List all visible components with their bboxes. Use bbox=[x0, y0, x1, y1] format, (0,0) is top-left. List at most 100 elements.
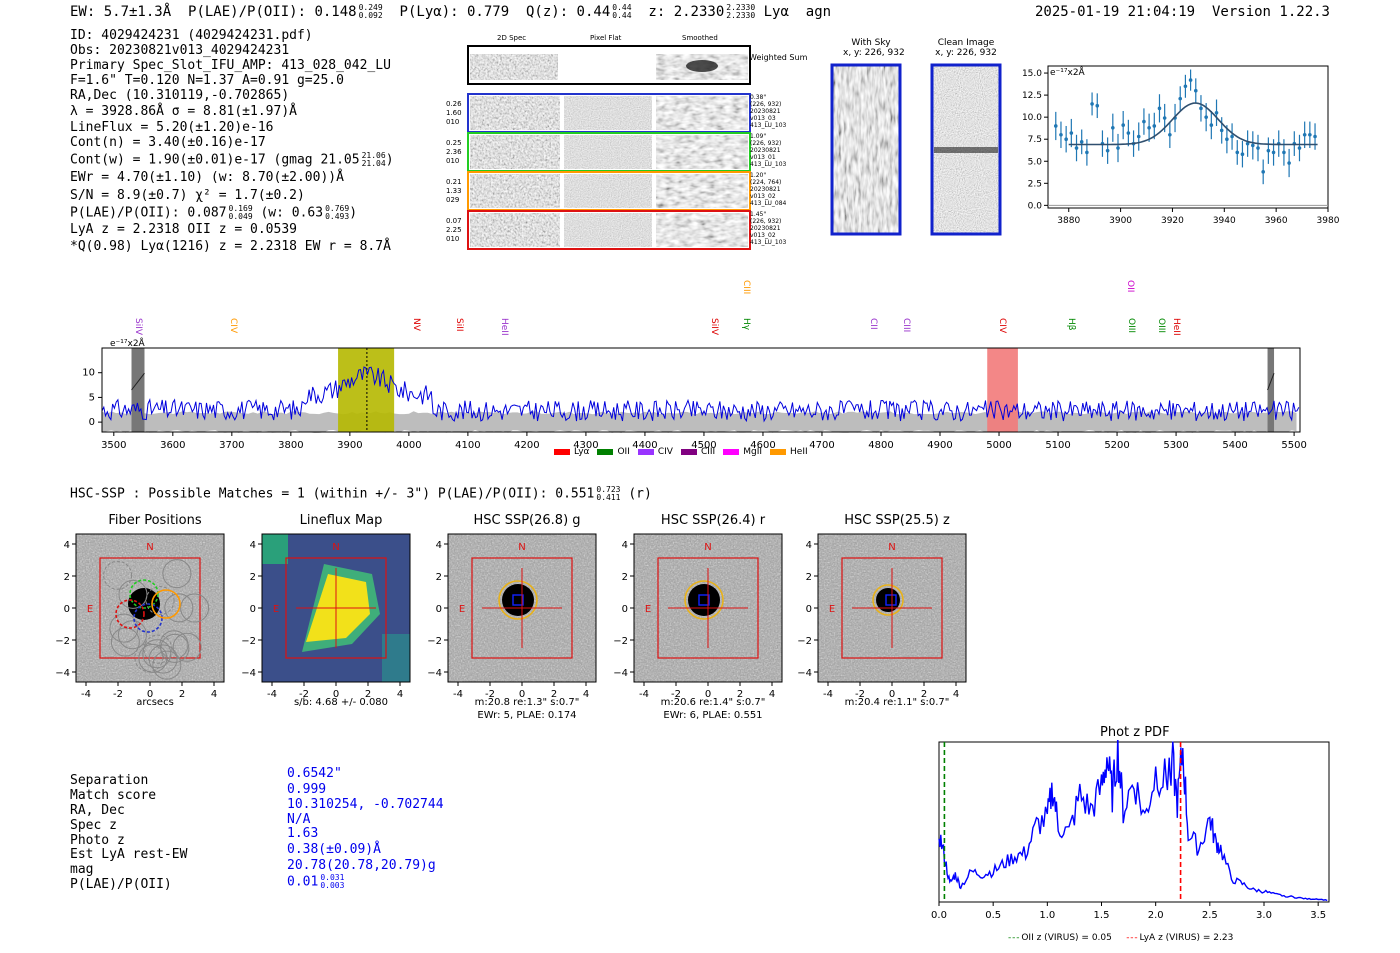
header-version: Version 1.22.3 bbox=[1211, 4, 1330, 20]
hsc-panel-1: N E -4 4 -2 2 0 0 2 −2 4 −4 bbox=[241, 533, 411, 700]
col-2d-spec: 2D Spec bbox=[497, 34, 527, 42]
full-xtick-label: 3900 bbox=[337, 440, 362, 451]
fiber-left-label-3: 0.07 2.25 010 bbox=[446, 217, 462, 244]
line-marker-11: Hβ bbox=[1065, 318, 1076, 331]
hsc-xtick-label: -4 bbox=[81, 689, 91, 700]
hsc-panel-4: N E -4 4 -2 2 0 0 2 −2 4 −4 bbox=[797, 533, 967, 700]
info-lyaz: LyA z = 2.2318 OII z = 0.0539 bbox=[70, 222, 297, 237]
hsc-ytick-label: −4 bbox=[241, 668, 256, 679]
fiber-right-value: (226, 932) bbox=[750, 140, 782, 147]
header-z-lo: 2.2330 bbox=[726, 11, 756, 20]
hsc-search-box bbox=[99, 557, 201, 659]
hsc-xtick-label: -4 bbox=[267, 689, 277, 700]
hsc-caption-a-1: s/b: 4.68 +/- 0.080 bbox=[293, 697, 389, 708]
fiber-right-label-2: 1.20" (224, 764) 20230821 v013_02 413_LU_084 bbox=[750, 172, 786, 207]
zoom-point bbox=[1261, 170, 1265, 174]
fiber-circle bbox=[138, 643, 168, 673]
header-ew: EW: 5.7±1.3Å bbox=[70, 4, 172, 20]
full-xtick-label: 3500 bbox=[101, 440, 126, 451]
photz-xtick-label: 2.5 bbox=[1202, 910, 1218, 921]
hsc-fiber-box bbox=[698, 594, 710, 606]
match-value-7: 0.01 0.031 0.003 bbox=[287, 874, 344, 890]
hsc-ytick-label: 0 bbox=[64, 604, 70, 615]
fiber-circle bbox=[142, 639, 172, 669]
full-spectrum-trace bbox=[101, 366, 1300, 423]
zoom-point bbox=[1313, 134, 1317, 139]
hsc-north-label: N bbox=[704, 542, 711, 553]
zoom-axes-frame bbox=[1047, 65, 1329, 209]
hsc-caption-a-4: m:20.4 re:1.1" s:0.7" bbox=[844, 697, 950, 708]
fiber-right-value: 413_LU_103 bbox=[750, 239, 787, 246]
line-marker-8: CII bbox=[868, 318, 879, 330]
line-marker-2: NV bbox=[411, 318, 422, 331]
full-xtick-label: 3700 bbox=[219, 440, 244, 451]
full-ytick-label: 10 bbox=[82, 368, 95, 379]
fiber-circle bbox=[162, 559, 192, 589]
fiber-smooth-0 bbox=[656, 96, 748, 130]
fiber-left-value: 0.21 bbox=[446, 178, 462, 186]
fiber-gap-a-1 bbox=[560, 133, 564, 171]
hsc-ytick-label: 4 bbox=[436, 540, 442, 551]
hsc-xtick-label: -2 bbox=[855, 689, 865, 700]
fiber-gap-b-3 bbox=[652, 211, 656, 249]
zoom-point bbox=[1105, 148, 1110, 153]
lineflux-corner bbox=[262, 534, 288, 564]
hsc-xtick-label: 4 bbox=[769, 689, 775, 700]
hsc-xtick-label: -4 bbox=[823, 689, 833, 700]
zoom-ytick-label: 5.0 bbox=[1028, 157, 1043, 167]
hsc-xtick-label: 0 bbox=[705, 689, 711, 700]
clean-image-trace bbox=[934, 147, 998, 153]
fiber-flat-2 bbox=[564, 174, 654, 208]
zoom-point bbox=[1090, 102, 1094, 106]
full-highlight-band bbox=[338, 348, 395, 432]
fiber-circle bbox=[152, 650, 182, 680]
hsc-ytick-label: 4 bbox=[806, 540, 812, 551]
hsc-xtick-label: 0 bbox=[147, 689, 153, 700]
hsc-ytick-label: 0 bbox=[806, 604, 812, 615]
match-value-6: 20.78(20.78,20.79)g bbox=[287, 858, 436, 873]
fiber-circle bbox=[164, 593, 194, 623]
with-sky-label: With Sky bbox=[851, 38, 891, 48]
legend-label-3: CIII bbox=[700, 447, 716, 457]
match-label-1: Match score bbox=[70, 788, 157, 803]
full-spectrum-chart: 3500 3600 3700 3800 3900 4000 4100 4200 4300 4400… bbox=[82, 337, 1307, 451]
zoom-point bbox=[1079, 140, 1084, 144]
zoom-point bbox=[1064, 137, 1068, 142]
info-params: F=1.6" T=0.120 N=1.37 A=0.91 g=25.0 bbox=[70, 73, 344, 88]
photz-xtick-label: 0.0 bbox=[931, 910, 947, 921]
match-label-7: P(LAE)/P(OII) bbox=[70, 877, 172, 892]
hsc-east-label: E bbox=[459, 604, 465, 615]
zoom-xtick-label: 3960 bbox=[1265, 216, 1288, 226]
zoom-point bbox=[1126, 131, 1131, 135]
match-label-3: Spec z bbox=[70, 818, 117, 833]
zoom-point bbox=[1147, 125, 1151, 130]
header-qz-hi: 0.44 bbox=[612, 3, 632, 12]
hsc-caption-b-2: EWr: 5, PLAE: 0.174 bbox=[477, 710, 577, 721]
full-axes-frame bbox=[101, 347, 1301, 433]
full-xtick-label: 4500 bbox=[691, 440, 716, 451]
fiber-gap-b-2 bbox=[652, 172, 656, 210]
hsc-title-lo: 0.411 bbox=[596, 493, 621, 502]
match-label-0: Separation bbox=[70, 773, 149, 788]
fiber-left-value: 0.26 bbox=[446, 100, 462, 108]
match-value-4: 1.63 bbox=[287, 826, 318, 841]
header-timestamp: 2025-01-19 21:04:19 bbox=[1034, 4, 1196, 20]
full-xtick-label: 4200 bbox=[514, 440, 539, 451]
full-xtick-label: 4600 bbox=[750, 440, 775, 451]
photz-title: Phot z PDF bbox=[1100, 725, 1170, 740]
fiber-gap-a-2 bbox=[560, 172, 564, 210]
fiber-smooth-3 bbox=[656, 213, 748, 247]
hsc-fiber-box bbox=[512, 594, 524, 606]
hsc-xtick-label: 4 bbox=[583, 689, 589, 700]
hsc-source bbox=[688, 584, 720, 616]
zoom-point bbox=[1178, 96, 1183, 101]
info-plae-hi: 0.169 bbox=[228, 204, 253, 213]
hsc-ytick-label: −2 bbox=[613, 636, 628, 647]
hsc-title-hi: 0.723 bbox=[596, 485, 621, 494]
fiber-circle bbox=[145, 586, 175, 616]
fiber-smooth-1 bbox=[656, 135, 748, 169]
legend-label-1: OII bbox=[617, 447, 630, 457]
photz-xtick-label: 3.0 bbox=[1256, 910, 1272, 921]
header-agn: agn bbox=[805, 4, 832, 20]
zoom-point bbox=[1162, 116, 1167, 120]
